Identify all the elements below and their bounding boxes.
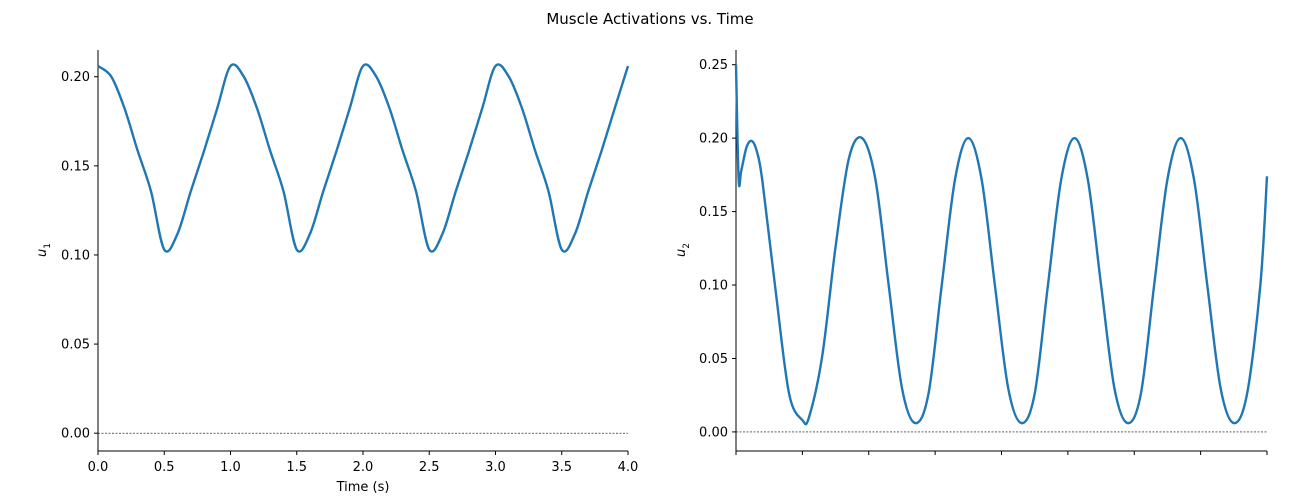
chart-u1: 0.00 0.05 0.10 0.15 0.20 0.0 0.5 1.0 1.5 2.0 2.5 3… (35, 50, 638, 495)
x-tick-label: 4.0 (618, 460, 639, 475)
y-tick-label: 0.10 (699, 279, 728, 294)
x-tick-label: 1.0 (220, 460, 241, 475)
y-tick-label: 0.15 (699, 205, 728, 220)
x-tick-label: 0.0 (88, 460, 109, 475)
x-tick-label: 3.5 (551, 460, 572, 475)
y-tick-label: 0.10 (61, 248, 90, 263)
y-axis-label: u1 (35, 243, 53, 257)
x-ticks (735, 451, 1268, 455)
x-tick-label: 1.5 (286, 460, 307, 475)
x-tick-label: 0.5 (154, 460, 175, 475)
y-tick-label: 0.05 (699, 352, 728, 367)
y-tick-label: 0.05 (61, 338, 90, 353)
series-line-u1 (97, 63, 630, 253)
y-tick-label: 0.20 (61, 70, 90, 85)
y-ticks: 0.00 0.05 0.10 0.15 0.20 0.25 (699, 58, 736, 440)
series-line-u2 (734, 64, 1269, 426)
y-tick-label: 0.25 (699, 58, 728, 73)
chart-u2: 0.00 0.05 0.10 0.15 0.20 0.25 u2 (674, 50, 1269, 455)
y-axis-label: u2 (674, 243, 692, 257)
x-tick-label: 2.0 (353, 460, 374, 475)
y-ticks: 0.00 0.05 0.10 0.15 0.20 (61, 70, 98, 442)
x-tick-label: 2.5 (419, 460, 440, 475)
y-tick-label: 0.20 (699, 132, 728, 147)
x-ticks: 0.0 0.5 1.0 1.5 2.0 2.5 3.0 3.5 4.0 (88, 451, 639, 475)
y-tick-label: 0.15 (61, 159, 90, 174)
x-tick-label: 3.0 (485, 460, 506, 475)
y-tick-label: 0.00 (61, 427, 90, 442)
figure-title: Muscle Activations vs. Time (546, 10, 753, 28)
x-axis-label: Time (s) (336, 480, 390, 495)
y-tick-label: 0.00 (699, 425, 728, 440)
